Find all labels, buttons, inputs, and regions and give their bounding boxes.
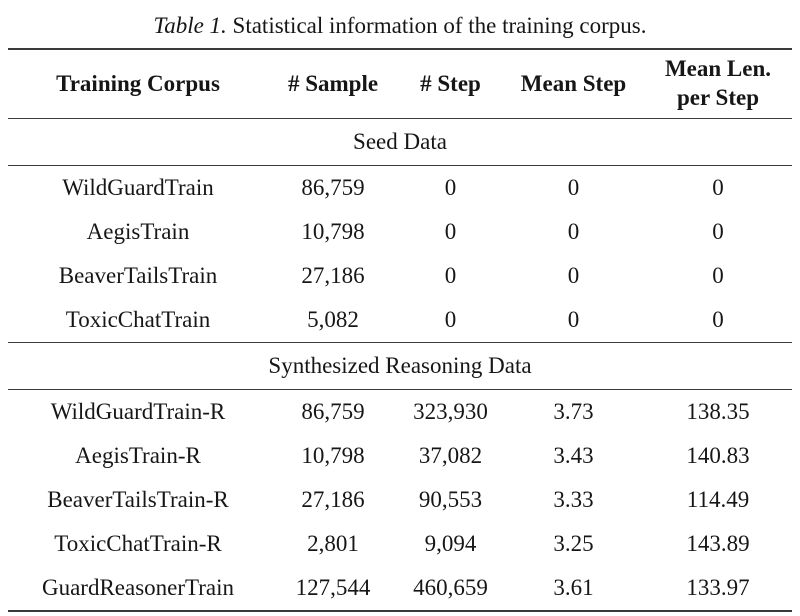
num-step: 0	[444, 175, 457, 200]
table-row-beavertailstrain-r: BeaverTailsTrain-R 27,186 90,553 3.33 114.49	[8, 478, 792, 522]
corpus-name: ToxicChatTrain-R	[54, 531, 222, 556]
num-step: 323,930	[413, 399, 488, 424]
table-caption: Table 1. Statistical information of the …	[0, 0, 800, 48]
corpus-name: AegisTrain-R	[75, 443, 201, 468]
col-header-num-step: # Step	[398, 49, 503, 119]
num-step: 9,094	[424, 531, 477, 556]
corpus-name: ToxicChatTrain	[65, 307, 211, 332]
mean-step: 0	[567, 263, 580, 288]
num-step: 0	[444, 263, 457, 288]
mean-step: 3.73	[553, 399, 594, 424]
table-row-guardreasonertrain: GuardReasonerTrain 127,544 460,659 3.61 133.…	[8, 566, 792, 611]
num-step: 0	[444, 219, 457, 244]
section-title: Synthesized Reasoning Data	[8, 342, 792, 390]
mean-step: 0	[567, 175, 580, 200]
col-header-mean-step: Mean Step	[503, 49, 644, 119]
num-sample: 10,798	[301, 219, 365, 244]
table-row-toxicchattrain-r: ToxicChatTrain-R 2,801 9,094 3.25 143.89	[8, 522, 792, 566]
num-step: 0	[444, 307, 457, 332]
num-sample: 10,798	[301, 443, 365, 468]
num-sample: 86,759	[301, 175, 365, 200]
col-header-training-corpus: Training Corpus	[8, 49, 268, 119]
mean-step: 3.25	[553, 531, 594, 556]
corpus-name: BeaverTailsTrain	[58, 263, 218, 288]
table-row-beavertailstrain: BeaverTailsTrain 27,186 0 0 0	[8, 254, 792, 298]
mean-step: 3.43	[553, 443, 594, 468]
mean-len-per-step: 0	[712, 219, 724, 244]
num-sample: 86,759	[301, 399, 365, 424]
corpus-name: GuardReasonerTrain	[41, 575, 235, 600]
table-row-aegistrain: AegisTrain 10,798 0 0 0	[8, 210, 792, 254]
mean-len-per-step: 140.83	[686, 443, 750, 468]
num-step: 460,659	[413, 575, 488, 600]
mean-len-per-step: 143.89	[686, 531, 750, 556]
mean-len-per-step: 114.49	[686, 487, 750, 512]
table-caption-label: Table 1.	[153, 13, 227, 38]
num-sample: 27,186	[301, 263, 365, 288]
mean-len-per-step: 133.97	[686, 575, 750, 600]
mean-step: 0	[567, 219, 580, 244]
section-row-seed-data: Seed Data	[8, 118, 792, 166]
table-body: Seed Data WildGuardTrain 86,759 0 0 0 AegisTra…	[8, 118, 792, 612]
mean-step: 0	[567, 307, 580, 332]
table-row-wildguardtrain-r: WildGuardTrain-R 86,759 323,930 3.73 138.35	[8, 390, 792, 435]
num-step: 37,082	[418, 443, 483, 468]
table-header: Training Corpus # Sample # Step Mean Ste…	[8, 49, 792, 119]
num-sample: 5,082	[307, 307, 359, 332]
training-corpus-statistics-table: Training Corpus # Sample # Step Mean Ste…	[8, 48, 792, 612]
table-row-aegistrain-r: AegisTrain-R 10,798 37,082 3.43 140.83	[8, 434, 792, 478]
corpus-name: WildGuardTrain-R	[50, 399, 226, 424]
corpus-name: AegisTrain	[86, 219, 190, 244]
num-step: 90,553	[418, 487, 483, 512]
col-header-num-sample: # Sample	[268, 49, 398, 119]
col-header-mean-len-per-step: Mean Len. per Step	[644, 49, 792, 119]
mean-step: 3.61	[553, 575, 594, 600]
num-sample: 2,801	[307, 531, 359, 556]
section-row-synthesized-reasoning-data: Synthesized Reasoning Data	[8, 342, 792, 390]
section-title: Seed Data	[8, 118, 792, 166]
mean-len-per-step: 0	[712, 263, 724, 288]
num-sample: 27,186	[301, 487, 365, 512]
mean-step: 3.33	[553, 487, 594, 512]
table-caption-text: Statistical information of the training …	[226, 13, 647, 38]
num-sample: 127,544	[295, 575, 371, 600]
corpus-name: BeaverTailsTrain-R	[47, 487, 229, 512]
mean-len-per-step: 0	[712, 307, 724, 332]
mean-len-per-step: 138.35	[686, 399, 750, 424]
mean-len-per-step: 0	[712, 175, 724, 200]
header-row: Training Corpus # Sample # Step Mean Ste…	[8, 49, 792, 119]
table-row-toxicchattrain: ToxicChatTrain 5,082 0 0 0	[8, 298, 792, 343]
table-row-wildguardtrain: WildGuardTrain 86,759 0 0 0	[8, 166, 792, 211]
corpus-name: WildGuardTrain	[62, 175, 214, 200]
